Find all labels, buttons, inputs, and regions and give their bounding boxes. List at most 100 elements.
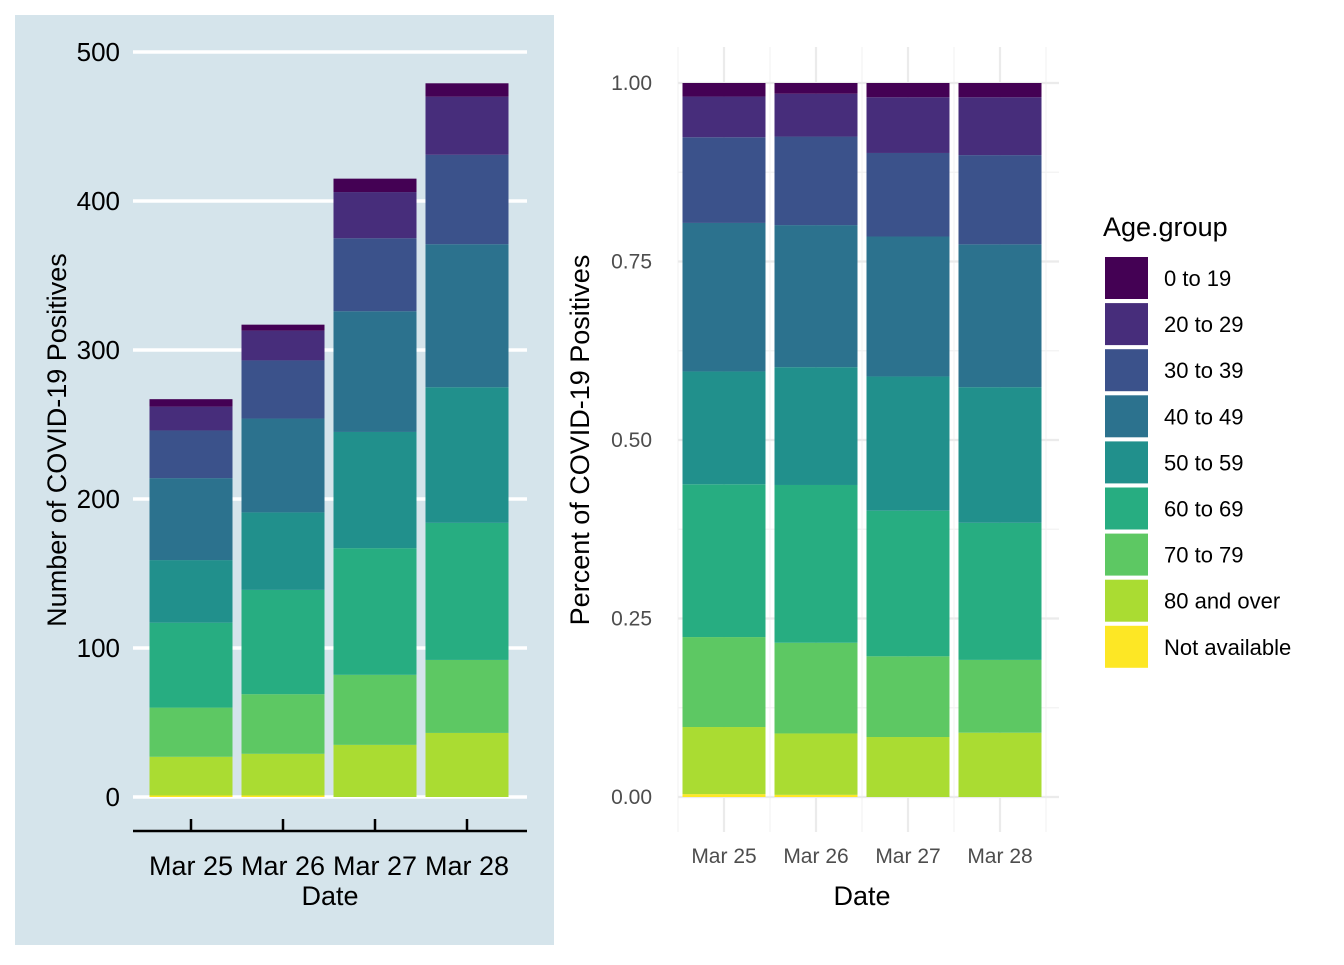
left-bar-mar-27-30-to-39 bbox=[333, 238, 417, 312]
right-x-tick-labels: Mar 25 Mar 26 Mar 27 Mar 28 bbox=[691, 845, 1032, 868]
legend-key-80-and-over bbox=[1105, 579, 1148, 622]
right-bar-mar-26-not-available bbox=[774, 794, 858, 797]
right-x-tick-label: Mar 25 bbox=[691, 845, 756, 868]
right-bar-mar-26-40-to-49 bbox=[774, 225, 858, 368]
left-x-tick-label: Mar 28 bbox=[425, 851, 509, 881]
right-y-tick-labels: 0.00 0.25 0.50 0.75 1.00 bbox=[611, 72, 652, 809]
left-bar-mar-25-40-to-49 bbox=[149, 478, 233, 561]
right-x-tick-label: Mar 28 bbox=[967, 845, 1032, 868]
left-bar-mar-28-80-and-over bbox=[425, 732, 509, 797]
left-y-axis-title: Number of COVID-19 Positives bbox=[42, 253, 72, 627]
left-bar-mar-27-20-to-29 bbox=[333, 192, 417, 239]
right-bar-mar-26-80-and-over bbox=[774, 733, 858, 795]
left-bar-mar-27-70-to-79 bbox=[333, 674, 417, 745]
left-bar-mar-27-60-to-69 bbox=[333, 548, 417, 675]
right-bar-mar-27-80-and-over bbox=[866, 737, 950, 797]
legend-key-70-to-79 bbox=[1105, 533, 1148, 576]
right-chart: 0.000.250.500.751.00 Mar 25 Mar 26 Mar 27 M… bbox=[565, 47, 1059, 911]
left-bar-mar-28-40-to-49 bbox=[425, 244, 509, 388]
left-y-tick-label: 100 bbox=[77, 633, 120, 663]
right-bar-mar-25-20-to-29 bbox=[682, 96, 766, 138]
legend-label-70-to-79: 70 to 79 bbox=[1164, 543, 1244, 568]
right-bar-mar-28-30-to-39 bbox=[958, 155, 1042, 245]
right-bar-mar-25-70-to-79 bbox=[682, 637, 766, 728]
right-bar-mar-26-20-to-29 bbox=[774, 93, 858, 137]
left-bar-mar-27-80-and-over bbox=[333, 744, 417, 797]
left-bar-mar-25-60-to-69 bbox=[149, 622, 233, 708]
right-x-tick-label: Mar 27 bbox=[875, 845, 940, 868]
legend-key-0-to-19 bbox=[1105, 257, 1148, 299]
left-bar-mar-25-80-and-over bbox=[149, 756, 233, 796]
legend-label-30-to-39: 30 to 39 bbox=[1164, 358, 1244, 383]
left-bar-mar-25-0-to-19 bbox=[149, 399, 233, 407]
right-x-axis-title: Date bbox=[833, 881, 890, 911]
left-x-tick-label: Mar 26 bbox=[241, 851, 325, 881]
legend-label-40-to-49: 40 to 49 bbox=[1164, 404, 1244, 429]
right-bar-mar-26-50-to-59 bbox=[774, 367, 858, 485]
left-bar-mar-26-40-to-49 bbox=[241, 418, 325, 513]
right-y-tick-label: 1.00 bbox=[611, 72, 652, 95]
legend-label-not-available: Not available bbox=[1164, 635, 1291, 660]
left-bar-mar-25-20-to-29 bbox=[149, 406, 233, 431]
left-x-tick-labels: Mar 25 Mar 26 Mar 27 Mar 28 bbox=[149, 851, 509, 881]
legend-key-not-available bbox=[1105, 625, 1148, 668]
right-bar-mar-25-30-to-39 bbox=[682, 137, 766, 223]
right-bar-mar-25-40-to-49 bbox=[682, 222, 766, 372]
left-bar-mar-28-50-to-59 bbox=[425, 387, 509, 523]
right-bar-mar-25-80-and-over bbox=[682, 727, 766, 795]
left-bar-mar-25-not-available bbox=[149, 795, 233, 797]
left-bar-mar-27-40-to-49 bbox=[333, 311, 417, 432]
right-bar-mar-25-50-to-59 bbox=[682, 371, 766, 485]
right-bar-mar-28-70-to-79 bbox=[958, 659, 1042, 733]
left-y-tick-labels: 0 100 200 300 400 500 bbox=[77, 37, 120, 812]
left-bar-mar-26-80-and-over bbox=[241, 753, 325, 796]
right-bar-mar-27-70-to-79 bbox=[866, 656, 950, 738]
left-x-axis bbox=[133, 819, 527, 833]
right-bar-mar-28-80-and-over bbox=[958, 732, 1042, 797]
right-bar-mar-28-50-to-59 bbox=[958, 387, 1042, 523]
right-bar-mar-28-60-to-69 bbox=[958, 522, 1042, 660]
legend-label-60-to-69: 60 to 69 bbox=[1164, 497, 1244, 522]
left-y-tick-label: 400 bbox=[77, 186, 120, 216]
left-x-tick-label: Mar 27 bbox=[333, 851, 417, 881]
left-bar-mar-25-70-to-79 bbox=[149, 707, 233, 757]
legend-key-50-to-59 bbox=[1105, 441, 1148, 484]
legend-key-20-to-29 bbox=[1105, 303, 1148, 346]
right-y-axis-title: Percent of COVID-19 Positives bbox=[565, 255, 595, 626]
right-bar-mar-26-30-to-39 bbox=[774, 136, 858, 226]
right-y-tick-label: 0.25 bbox=[611, 608, 652, 631]
right-bar-mar-26-0-to-19 bbox=[774, 83, 858, 94]
left-bar-mar-27-0-to-19 bbox=[333, 178, 417, 193]
left-bar-mar-28-20-to-29 bbox=[425, 96, 509, 155]
right-y-tick-label: 0.00 bbox=[611, 786, 652, 809]
legend-items: 0 to 19 20 to 29 30 to 39 40 to 49 50 to 59 6… bbox=[1105, 257, 1291, 668]
right-y-tick-label: 0.50 bbox=[611, 429, 652, 452]
left-bar-mar-28-70-to-79 bbox=[425, 659, 509, 733]
legend-label-50-to-59: 50 to 59 bbox=[1164, 450, 1244, 475]
left-bar-mar-26-20-to-29 bbox=[241, 330, 325, 361]
right-bar-mar-27-30-to-39 bbox=[866, 152, 950, 237]
left-bar-mar-26-0-to-19 bbox=[241, 324, 325, 331]
right-bar-mar-26-60-to-69 bbox=[774, 484, 858, 643]
right-bar-mar-27-50-to-59 bbox=[866, 376, 950, 511]
right-bar-mar-25-60-to-69 bbox=[682, 484, 766, 638]
legend-key-60-to-69 bbox=[1105, 487, 1148, 530]
left-bar-mar-28-0-to-19 bbox=[425, 83, 509, 97]
left-x-axis-title: Date bbox=[301, 881, 358, 911]
left-bar-mar-25-30-to-39 bbox=[149, 430, 233, 479]
left-y-tick-label: 500 bbox=[77, 37, 120, 67]
left-bar-mar-25-50-to-59 bbox=[149, 560, 233, 623]
left-y-tick-label: 0 bbox=[106, 782, 120, 812]
right-bar-mar-27-40-to-49 bbox=[866, 236, 950, 377]
right-bar-mar-28-20-to-29 bbox=[958, 97, 1042, 156]
left-bar-mar-26-60-to-69 bbox=[241, 589, 325, 695]
right-bar-mar-26-70-to-79 bbox=[774, 642, 858, 734]
legend-label-0-to-19: 0 to 19 bbox=[1164, 266, 1231, 291]
left-bar-mar-28-30-to-39 bbox=[425, 154, 509, 245]
right-bar-mar-25-not-available bbox=[682, 794, 766, 797]
left-x-tick-label: Mar 25 bbox=[149, 851, 233, 881]
legend-key-40-to-49 bbox=[1105, 395, 1148, 438]
right-bar-mar-25-0-to-19 bbox=[682, 83, 766, 97]
